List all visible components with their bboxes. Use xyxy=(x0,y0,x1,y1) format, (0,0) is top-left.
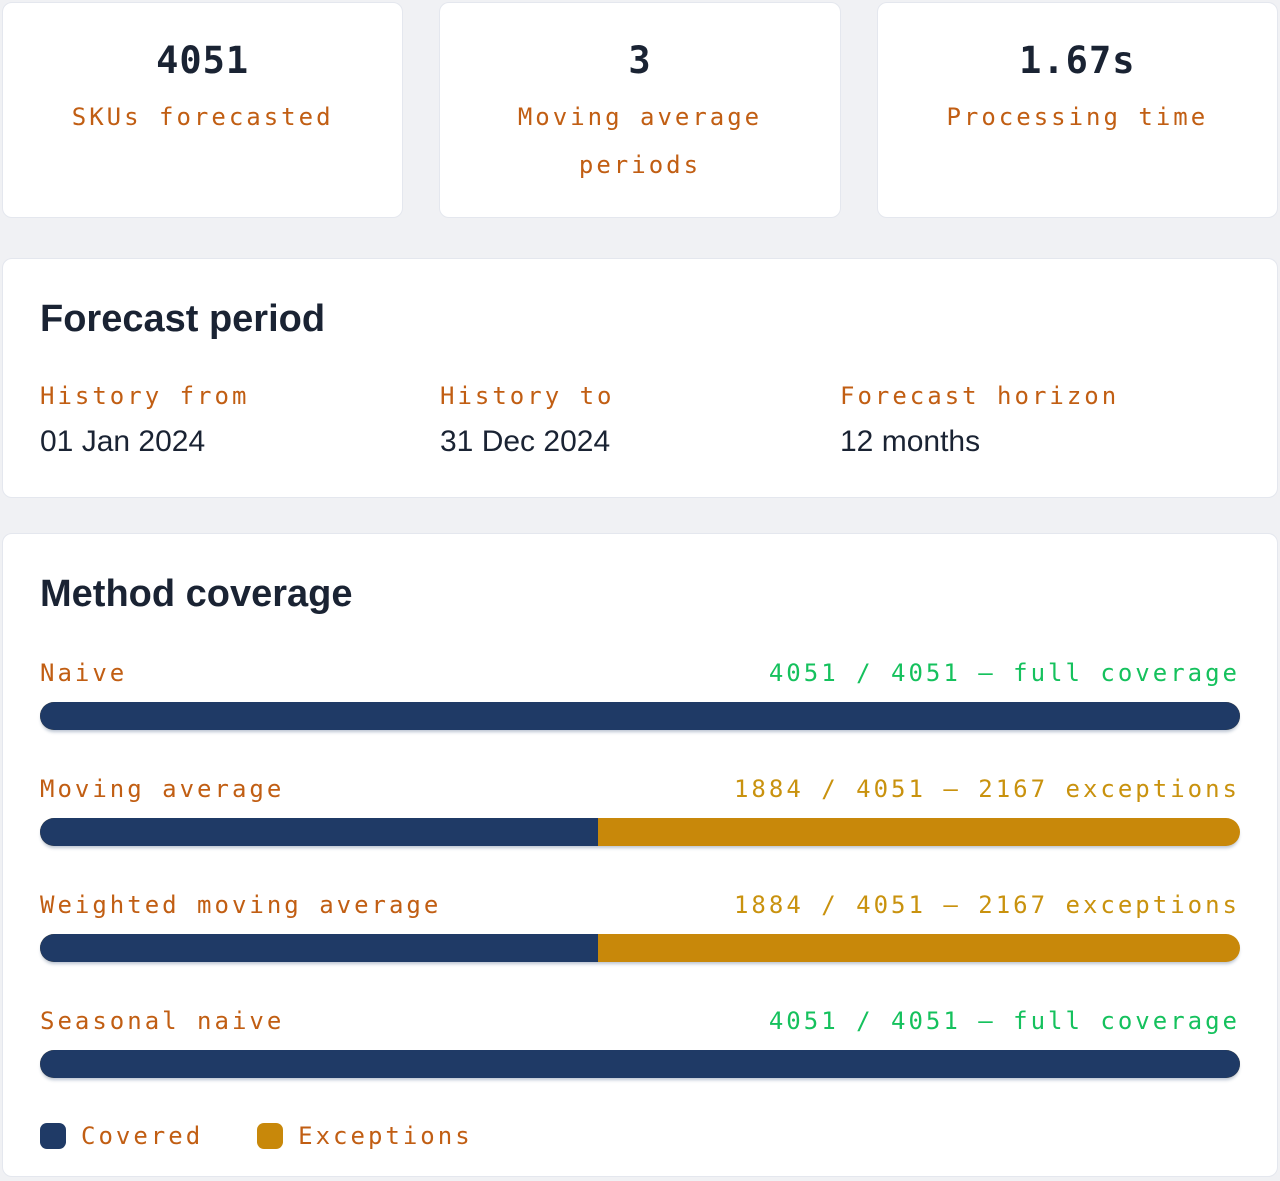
coverage-rows: Naive 4051 / 4051 — full coverage Moving… xyxy=(40,658,1240,1078)
stat-value: 3 xyxy=(628,39,652,82)
field-forecast-horizon: Forecast horizon 12 months xyxy=(840,381,1240,459)
stat-card-processing-time: 1.67s Processing time xyxy=(876,2,1278,218)
coverage-bar-track xyxy=(40,934,1240,962)
coverage-bar-track xyxy=(40,1050,1240,1078)
coverage-row-seasonal-naive: Seasonal naive 4051 / 4051 — full covera… xyxy=(40,1006,1240,1078)
stat-label: Processing time xyxy=(946,103,1209,131)
coverage-status: 4051 / 4051 — full coverage xyxy=(768,659,1240,687)
coverage-row-header: Weighted moving average 1884 / 4051 — 21… xyxy=(40,890,1240,920)
forecast-period-fields: History from 01 Jan 2024 History to 31 D… xyxy=(40,381,1240,459)
coverage-row-moving-average: Moving average 1884 / 4051 — 2167 except… xyxy=(40,774,1240,846)
method-label: Naive xyxy=(40,659,128,687)
coverage-row-header: Moving average 1884 / 4051 — 2167 except… xyxy=(40,774,1240,804)
stat-card-moving-average-periods: 3 Moving average periods xyxy=(439,2,841,218)
coverage-bar-covered xyxy=(40,1050,1240,1078)
coverage-row-header: Seasonal naive 4051 / 4051 — full covera… xyxy=(40,1006,1240,1036)
field-history-from: History from 01 Jan 2024 xyxy=(40,381,440,459)
field-value: 31 Dec 2024 xyxy=(440,425,611,458)
method-label: Weighted moving average xyxy=(40,891,442,919)
forecast-period-title: Forecast period xyxy=(40,298,326,340)
field-value: 12 months xyxy=(840,425,981,458)
forecast-period-card: Forecast period History from 01 Jan 2024… xyxy=(2,258,1278,498)
coverage-row-header: Naive 4051 / 4051 — full coverage xyxy=(40,658,1240,688)
coverage-row-naive: Naive 4051 / 4051 — full coverage xyxy=(40,658,1240,730)
field-label: History from xyxy=(40,382,250,410)
legend-item-exceptions: Exceptions xyxy=(257,1122,473,1150)
coverage-bar-covered xyxy=(40,934,598,962)
exceptions-swatch-icon xyxy=(257,1123,284,1149)
coverage-row-weighted-moving-average: Weighted moving average 1884 / 4051 — 21… xyxy=(40,890,1240,962)
stat-value: 4051 xyxy=(156,39,250,82)
legend-item-covered: Covered xyxy=(40,1122,203,1150)
stat-label: Moving average periods xyxy=(517,103,763,179)
field-value: 01 Jan 2024 xyxy=(40,425,206,458)
stat-card-skus-forecasted: 4051 SKUs forecasted xyxy=(2,2,404,218)
method-coverage-title: Method coverage xyxy=(40,573,353,615)
coverage-bar-track xyxy=(40,702,1240,730)
coverage-bar-covered xyxy=(40,702,1240,730)
field-label: History to xyxy=(440,382,615,410)
field-label: Forecast horizon xyxy=(840,382,1120,410)
covered-swatch-icon xyxy=(40,1123,66,1149)
legend-label: Covered xyxy=(81,1122,204,1150)
coverage-status: 1884 / 4051 — 2167 exceptions xyxy=(733,775,1240,803)
stat-value: 1.67s xyxy=(1019,39,1136,82)
stat-label: SKUs forecasted xyxy=(71,103,334,131)
method-label: Moving average xyxy=(40,775,285,803)
coverage-status: 4051 / 4051 — full coverage xyxy=(768,1007,1240,1035)
coverage-legend: Covered Exceptions xyxy=(40,1122,1240,1150)
field-history-to: History to 31 Dec 2024 xyxy=(440,381,840,459)
coverage-status: 1884 / 4051 — 2167 exceptions xyxy=(733,891,1240,919)
legend-label: Exceptions xyxy=(298,1122,473,1150)
method-label: Seasonal naive xyxy=(40,1007,285,1035)
stats-row: 4051 SKUs forecasted 3 Moving average pe… xyxy=(2,2,1278,218)
method-coverage-card: Method coverage Naive 4051 / 4051 — full… xyxy=(2,533,1278,1177)
coverage-bar-covered xyxy=(40,818,598,846)
coverage-bar-track xyxy=(40,818,1240,846)
